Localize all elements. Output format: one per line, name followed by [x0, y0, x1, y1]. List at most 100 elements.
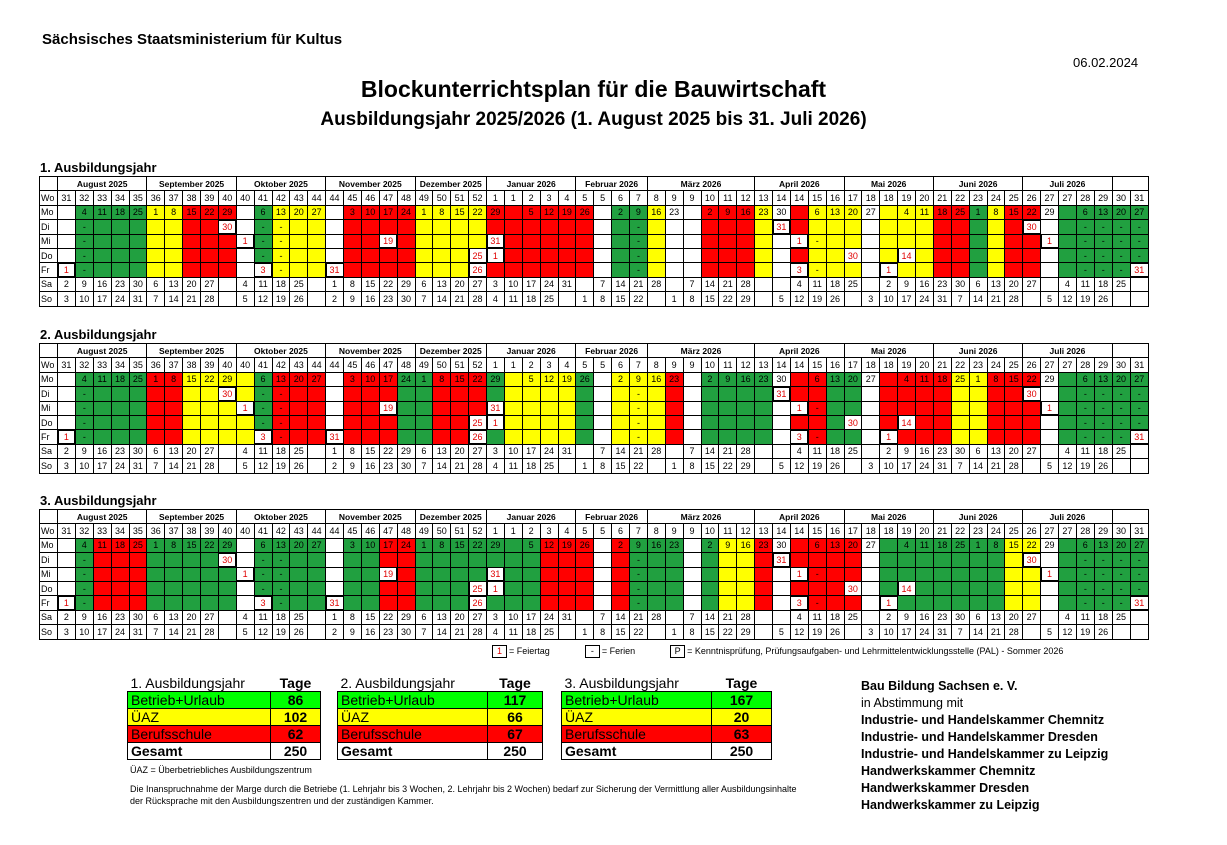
day-cell: 23: [754, 537, 773, 554]
day-cell: [539, 429, 559, 445]
day-cell: -: [1111, 262, 1131, 278]
day-cell: [450, 247, 470, 264]
day-cell: [986, 219, 1006, 235]
day-cell: 25: [468, 414, 487, 431]
day-cell: 31: [557, 609, 577, 626]
day-cell: [289, 414, 309, 431]
day-cell: -: [1075, 414, 1095, 431]
day-cell: -: [253, 552, 273, 568]
day-cell: 13: [986, 443, 1006, 460]
day-cell: -: [1093, 580, 1113, 597]
day-cell: [1040, 247, 1059, 264]
day-cell: [57, 414, 76, 431]
day-cell: -: [807, 595, 827, 611]
day-cell: [968, 262, 988, 278]
week-number: 11: [718, 357, 738, 373]
day-cell: 9: [718, 204, 738, 221]
day-cell: 15: [360, 443, 380, 460]
day-cell: 25: [950, 537, 970, 554]
day-cell: -: [629, 429, 648, 445]
day-cell: [772, 443, 791, 460]
week-number: 29: [1093, 357, 1113, 373]
day-cell: -: [253, 219, 273, 235]
day-cell: 27: [1022, 609, 1042, 626]
summary-uaz: 66: [487, 708, 543, 726]
day-cell: [646, 262, 666, 278]
day-cell: 4: [235, 443, 255, 460]
day-cell: [754, 566, 773, 582]
day-cell: [110, 219, 130, 235]
day-cell: [200, 400, 219, 416]
day-cell: 5: [1040, 624, 1059, 640]
day-cell: [343, 552, 362, 568]
day-cell: [146, 400, 166, 416]
week-number: 6: [611, 523, 630, 539]
day-cell: [932, 262, 952, 278]
day-cell: [325, 219, 344, 235]
day-cell: [164, 247, 184, 264]
day-cell: 8: [682, 458, 702, 474]
week-number: 5: [593, 523, 613, 539]
day-cell: 29: [736, 624, 756, 640]
day-cell: 24: [539, 276, 559, 293]
day-cell: [646, 552, 666, 568]
day-cell: 17: [521, 276, 541, 293]
day-cell: 24: [915, 624, 934, 640]
day-cell: [396, 233, 416, 249]
day-cell: [307, 291, 327, 307]
day-cell: [1129, 624, 1149, 640]
day-cell: [915, 233, 934, 249]
day-cell: 8: [682, 624, 702, 640]
document-date: 06.02.2024: [1073, 55, 1139, 70]
day-cell: 25: [1111, 276, 1131, 293]
day-cell: [325, 580, 344, 597]
day-cell: [307, 386, 327, 402]
day-cell: 2: [700, 537, 720, 554]
day-cell: 1: [325, 276, 344, 293]
day-cell: 30: [217, 219, 237, 235]
summary-year-3: 3. Ausbildungsjahr Tage Betrieb+Urlaub 167…: [561, 675, 772, 760]
day-cell: 28: [200, 624, 219, 640]
day-cell: [1004, 400, 1024, 416]
day-cell: [861, 233, 881, 249]
day-cell: 31: [1129, 595, 1149, 611]
day-cell: [325, 566, 344, 582]
day-cell: [879, 386, 899, 402]
week-number: 46: [360, 357, 380, 373]
day-cell: [432, 219, 452, 235]
day-cell: -: [1093, 233, 1113, 249]
day-cell: [736, 386, 756, 402]
day-cell: 6: [968, 443, 988, 460]
day-cell: [664, 247, 684, 264]
day-cell: [664, 233, 684, 249]
day-cell: [897, 262, 916, 278]
week-number: 8: [646, 523, 666, 539]
day-cell: 27: [1129, 371, 1149, 388]
day-cell: [289, 429, 309, 445]
week-number: 31: [57, 523, 76, 539]
week-number: 44: [307, 190, 327, 206]
day-cell: [1058, 386, 1077, 402]
day-cell: [521, 233, 541, 249]
day-cell: [128, 580, 148, 597]
day-cell: [593, 400, 613, 416]
week-number: 26: [1022, 523, 1042, 539]
day-cell: [128, 400, 148, 416]
day-cell: [646, 414, 666, 431]
day-cell: [664, 262, 684, 278]
day-cell: [843, 400, 863, 416]
day-cell: [360, 566, 380, 582]
day-cell: [146, 566, 166, 582]
day-cell: 29: [396, 609, 416, 626]
day-cell: 11: [503, 458, 523, 474]
day-cell: 27: [861, 371, 881, 388]
day-cell: [432, 580, 452, 597]
day-cell: 12: [539, 204, 559, 221]
day-cell: [146, 595, 166, 611]
day-cell: -: [253, 566, 273, 582]
day-cell: 21: [182, 458, 201, 474]
day-cell: 2: [325, 624, 344, 640]
day-cell: 31: [932, 458, 952, 474]
day-cell: [593, 219, 613, 235]
summary-betrieb-label: Betrieb+Urlaub: [127, 691, 271, 709]
